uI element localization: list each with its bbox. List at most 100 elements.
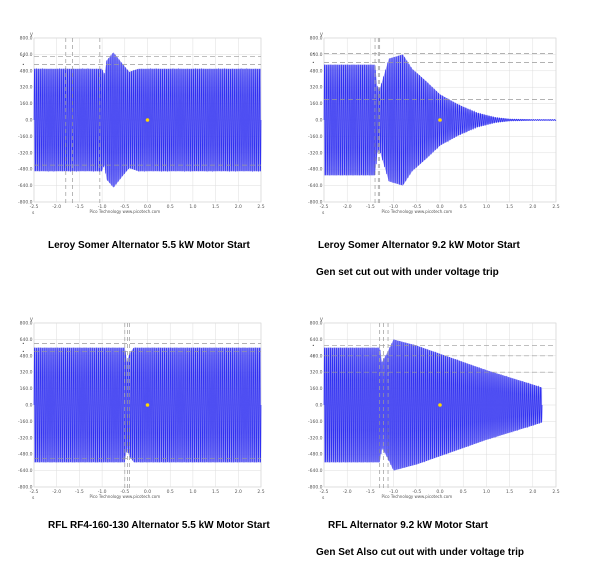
y-tick-label: 320.0 (20, 370, 33, 376)
y-tick-label: 640.0 (310, 337, 323, 343)
y-tick-label: -640.0 (308, 183, 323, 189)
x-tick-label: -1.0 (98, 489, 107, 495)
x-tick-label: 1.0 (189, 489, 196, 495)
x-tick-label: 1.0 (483, 489, 490, 495)
x-tick-label: -0.5 (412, 204, 421, 210)
caption-leroy-trip: Gen set cut out with under voltage trip (316, 267, 499, 278)
x-unit-label: s (32, 211, 35, 216)
chart-panel-1: 800.0 640.0 480.0 320.0 160.0 0.0 -160.0 -320.0… (18, 30, 265, 222)
y-tick-label: 480.0 (310, 353, 323, 359)
x-tick-label: 0.0 (144, 489, 151, 495)
caption-leroy-5kw: Leroy Somer Alternator 5.5 kW Motor Star… (48, 240, 250, 251)
ruler-handle[interactable]: • (312, 61, 315, 66)
y-tick-label: -480.0 (308, 167, 323, 173)
y-tick-label: -320.0 (308, 150, 323, 156)
y-tick-label: 480.0 (310, 68, 323, 74)
ruler-handle[interactable]: • (22, 55, 25, 60)
y-tick-label: 160.0 (20, 101, 33, 107)
y-tick-label: -480.0 (18, 167, 33, 173)
credit-label: Pico Technology www.picotech.com (381, 494, 452, 499)
y-tick-label: -640.0 (308, 468, 323, 474)
y-tick-label: -320.0 (18, 435, 33, 441)
ruler-handle[interactable]: • (22, 350, 25, 355)
x-unit-label: s (322, 211, 325, 216)
ruler-handle[interactable]: • (312, 354, 315, 359)
ruler-handle[interactable]: • (22, 63, 25, 68)
caption-rfl-5kw: RFL RF4-160-130 Alternator 5.5 kW Motor … (48, 520, 270, 531)
y-tick-label: 800.0 (20, 36, 33, 42)
x-tick-label: 0.5 (460, 204, 467, 210)
y-tick-label: -160.0 (18, 419, 33, 425)
x-tick-label: 2.5 (257, 204, 264, 210)
y-tick-label: -800.0 (18, 200, 33, 206)
x-tick-label: 2.5 (552, 204, 559, 210)
y-tick-label: 640.0 (20, 337, 33, 343)
x-tick-label: 2.5 (552, 489, 559, 495)
x-tick-label: -1.0 (389, 489, 398, 495)
y-unit-label: V (30, 32, 34, 38)
x-tick-label: 1.0 (483, 204, 490, 210)
chart-panel-3: 800.0 640.0 480.0 320.0 160.0 0.0 -160.0 -320.0… (18, 315, 265, 507)
x-tick-label: -2.0 (52, 489, 61, 495)
caption-rfl-trip: Gen Set Also cut out with under voltage … (316, 547, 524, 558)
x-tick-label: -0.5 (120, 204, 129, 210)
x-tick-label: -2.5 (320, 489, 329, 495)
x-tick-label: 1.5 (506, 204, 513, 210)
y-tick-label: 0.0 (25, 118, 32, 124)
caption-leroy-9kw: Leroy Somer Alternator 9.2 kW Motor Star… (318, 240, 520, 251)
x-tick-label: -2.0 (52, 204, 61, 210)
trigger-marker (145, 403, 150, 407)
y-tick-label: 320.0 (20, 85, 33, 91)
y-tick-label: 480.0 (20, 353, 33, 359)
y-tick-label: 800.0 (310, 321, 323, 327)
x-tick-label: 2.0 (529, 489, 536, 495)
x-tick-label: -1.0 (98, 204, 107, 210)
x-tick-label: 2.0 (235, 489, 242, 495)
trigger-marker (438, 403, 442, 407)
ruler-handle[interactable]: • (312, 52, 315, 57)
y-tick-label: 0.0 (315, 403, 322, 409)
credit-label: Pico Technology www.picotech.com (89, 494, 160, 499)
trigger-marker (438, 118, 442, 122)
x-unit-label: s (322, 496, 325, 501)
chart-1: 800.0 640.0 480.0 320.0 160.0 0.0 -160.0 -320.0… (18, 32, 265, 216)
ruler-handle[interactable]: • (312, 344, 315, 349)
x-tick-label: 0.5 (460, 489, 467, 495)
x-unit-label: s (32, 496, 35, 501)
x-tick-label: -2.5 (30, 204, 39, 210)
x-tick-label: 1.5 (212, 204, 219, 210)
y-unit-label: V (320, 317, 324, 323)
x-tick-label: 0.0 (436, 489, 443, 495)
ruler-handle[interactable]: • (22, 342, 25, 347)
y-tick-label: 800.0 (20, 321, 33, 327)
y-tick-label: -800.0 (308, 200, 323, 206)
y-tick-label: -800.0 (308, 485, 323, 491)
x-tick-label: -1.0 (389, 204, 398, 210)
x-tick-label: -1.5 (75, 489, 84, 495)
x-tick-label: 2.0 (235, 204, 242, 210)
y-tick-label: -160.0 (18, 134, 33, 140)
x-tick-label: 2.5 (257, 489, 264, 495)
x-tick-label: -1.5 (366, 489, 375, 495)
y-tick-label: 160.0 (310, 386, 323, 392)
y-tick-label: -640.0 (18, 183, 33, 189)
chart-panel-2: 800.0 640.0 480.0 320.0 160.0 0.0 -160.0 -320.0… (308, 30, 560, 222)
x-tick-label: 0.0 (436, 204, 443, 210)
y-tick-label: -480.0 (308, 452, 323, 458)
y-tick-label: 640.0 (20, 52, 33, 58)
x-tick-label: 2.0 (529, 204, 536, 210)
y-tick-label: -480.0 (18, 452, 33, 458)
trigger-marker (145, 118, 150, 122)
x-tick-label: -2.0 (343, 489, 352, 495)
y-tick-label: 640.0 (310, 52, 323, 58)
x-tick-label: -2.0 (343, 204, 352, 210)
y-tick-label: 800.0 (310, 36, 323, 42)
y-tick-label: -320.0 (308, 435, 323, 441)
y-tick-label: 0.0 (315, 118, 322, 124)
y-tick-label: -640.0 (18, 468, 33, 474)
y-tick-label: 160.0 (310, 101, 323, 107)
x-tick-label: 0.5 (167, 489, 174, 495)
chart-4: 800.0 640.0 480.0 320.0 160.0 0.0 -160.0 -320.0… (308, 317, 560, 501)
credit-label: Pico Technology www.picotech.com (381, 209, 452, 214)
y-tick-label: -320.0 (18, 150, 33, 156)
